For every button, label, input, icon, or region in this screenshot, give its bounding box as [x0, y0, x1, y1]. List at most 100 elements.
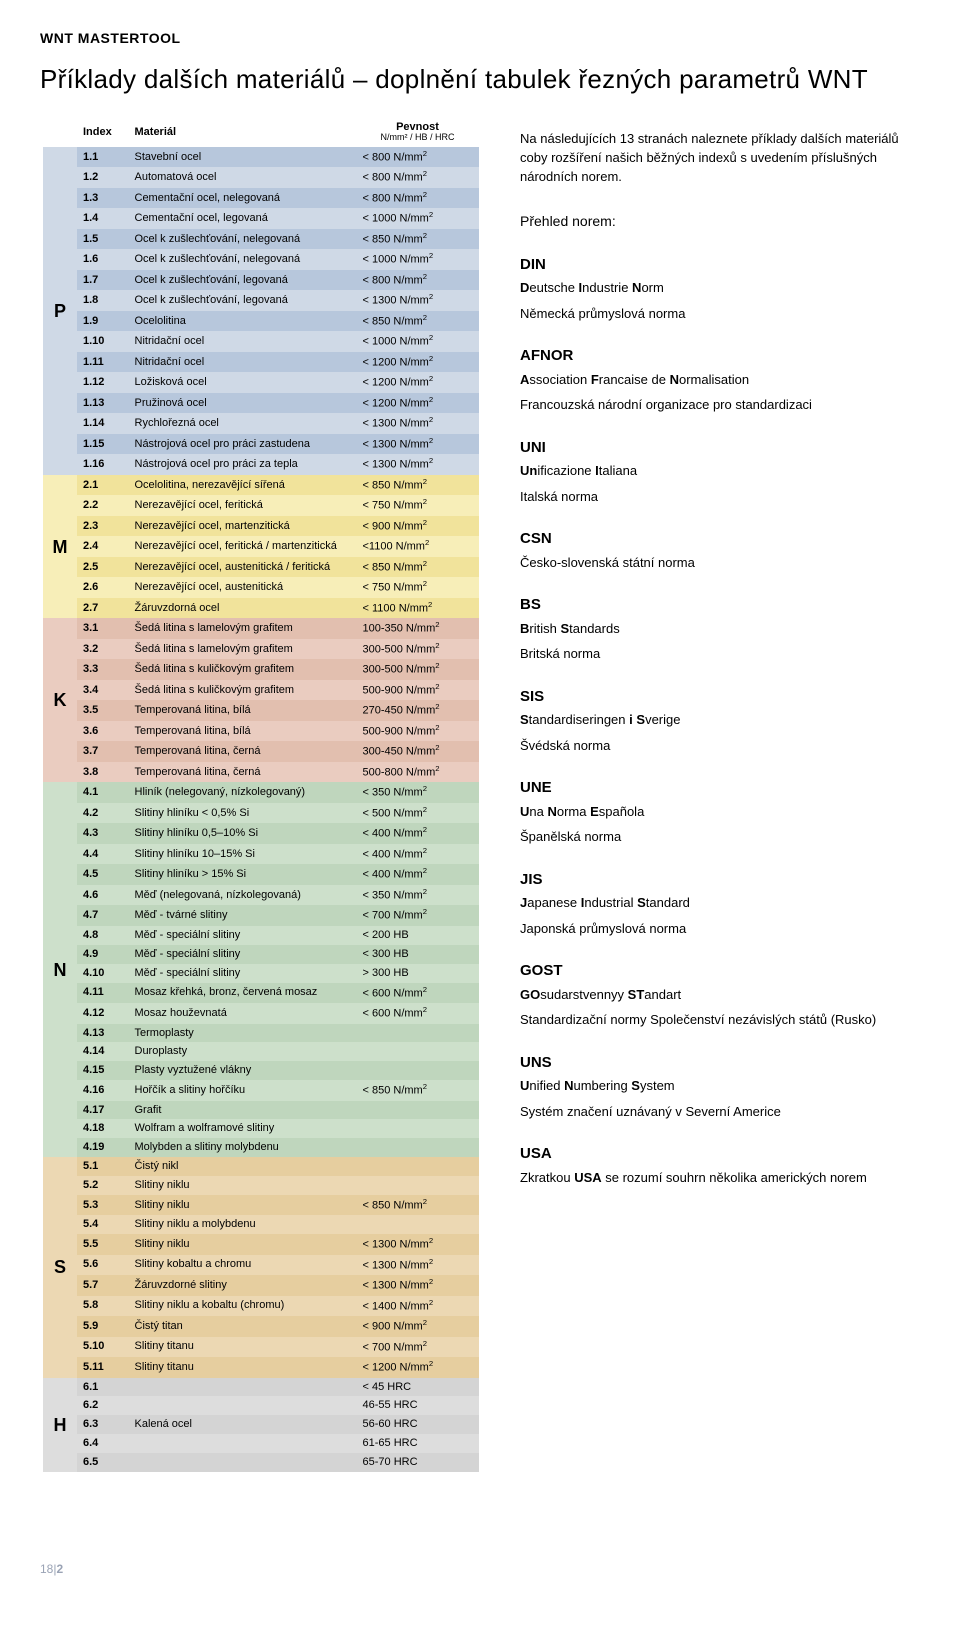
- cell-strength: < 700 N/mm2: [357, 905, 479, 926]
- table-row: 5.7Žáruvzdorné slitiny< 1300 N/mm2: [42, 1275, 479, 1296]
- cell-material: Slitiny niklu a molybdenu: [129, 1215, 357, 1234]
- cell-material: Šedá litina s kuličkovým grafitem: [129, 680, 357, 701]
- page-footer: 18|2: [40, 1562, 920, 1576]
- cell-strength: < 1300 N/mm2: [357, 1255, 479, 1276]
- cell-material: Temperovaná litina, bílá: [129, 700, 357, 721]
- table-row: S5.1Čistý nikl: [42, 1157, 479, 1176]
- norm-full: Japanese Industrial Standard: [520, 893, 920, 913]
- cell-index: 1.7: [77, 270, 129, 291]
- cell-index: 1.6: [77, 249, 129, 270]
- table-row: 6.4 61-65 HRC: [42, 1434, 479, 1453]
- cell-index: 3.4: [77, 680, 129, 701]
- category-cell: M: [42, 475, 78, 619]
- cell-index: 5.9: [77, 1316, 129, 1337]
- table-row: 1.10Nitridační ocel< 1000 N/mm2: [42, 331, 479, 352]
- cell-strength: 500-800 N/mm2: [357, 762, 479, 783]
- cell-index: 4.7: [77, 905, 129, 926]
- norm-desc: Česko-slovenská státní norma: [520, 553, 920, 573]
- norm-desc: Japonská průmyslová norma: [520, 919, 920, 939]
- norm-full: Unified Numbering System: [520, 1076, 920, 1096]
- table-row: 2.7Žáruvzdorná ocel< 1100 N/mm2: [42, 598, 479, 619]
- table-row: 1.12Ložisková ocel< 1200 N/mm2: [42, 372, 479, 393]
- cell-strength: 61-65 HRC: [357, 1434, 479, 1453]
- cell-index: 5.1: [77, 1157, 129, 1176]
- table-row: 5.11Slitiny titanu< 1200 N/mm2: [42, 1357, 479, 1378]
- cell-strength: < 1000 N/mm2: [357, 249, 479, 270]
- norm-full: Unificazione Italiana: [520, 461, 920, 481]
- norm-desc: Italská norma: [520, 487, 920, 507]
- cell-index: 1.14: [77, 413, 129, 434]
- norm-desc: Švédská norma: [520, 736, 920, 756]
- cell-index: 1.16: [77, 454, 129, 475]
- table-row: 1.4Cementační ocel, legovaná< 1000 N/mm2: [42, 208, 479, 229]
- norm-desc: Německá průmyslová norma: [520, 304, 920, 324]
- cell-material: [129, 1396, 357, 1415]
- table-row: 1.9Ocelolitina< 850 N/mm2: [42, 311, 479, 332]
- cell-material: Ocelolitina, nerezavějící sířená: [129, 475, 357, 496]
- norm-code: AFNOR: [520, 345, 920, 368]
- table-row: 2.2Nerezavějící ocel, feritická< 750 N/m…: [42, 495, 479, 516]
- category-cell: N: [42, 782, 78, 1157]
- overview-title: Přehled norem:: [520, 211, 920, 232]
- cell-material: Ložisková ocel: [129, 372, 357, 393]
- cell-strength: < 45 HRC: [357, 1378, 479, 1397]
- table-row: P1.1Stavební ocel< 800 N/mm2: [42, 147, 479, 168]
- table-row: 5.9Čistý titan< 900 N/mm2: [42, 1316, 479, 1337]
- cell-material: Ocel k zušlechťování, legovaná: [129, 290, 357, 311]
- cell-strength: [357, 1061, 479, 1080]
- cell-strength: < 500 N/mm2: [357, 803, 479, 824]
- cell-strength: < 1300 N/mm2: [357, 1275, 479, 1296]
- cell-material: Slitiny hliníku 0,5–10% Si: [129, 823, 357, 844]
- cell-strength: [357, 1138, 479, 1157]
- cell-strength: < 900 N/mm2: [357, 1316, 479, 1337]
- cell-index: 4.3: [77, 823, 129, 844]
- table-row: 4.13Termoplasty: [42, 1024, 479, 1043]
- cell-material: Stavební ocel: [129, 147, 357, 168]
- cell-index: 5.7: [77, 1275, 129, 1296]
- cell-strength: 56-60 HRC: [357, 1415, 479, 1434]
- cell-index: 5.4: [77, 1215, 129, 1234]
- cell-strength: < 850 N/mm2: [357, 475, 479, 496]
- cell-material: Šedá litina s lamelovým grafitem: [129, 639, 357, 660]
- cell-index: 1.4: [77, 208, 129, 229]
- cell-strength: < 1000 N/mm2: [357, 331, 479, 352]
- table-row: 1.8Ocel k zušlechťování, legovaná< 1300 …: [42, 290, 479, 311]
- norm-code: UNI: [520, 437, 920, 460]
- cell-strength: [357, 1176, 479, 1195]
- footer-chapter: 2: [56, 1562, 63, 1576]
- cell-material: Slitiny niklu: [129, 1176, 357, 1195]
- cell-material: Nástrojová ocel pro práci za tepla: [129, 454, 357, 475]
- norm-desc: Systém značení uznávaný v Severní Americ…: [520, 1102, 920, 1122]
- cell-material: Měď - tvárné slitiny: [129, 905, 357, 926]
- cell-index: 3.3: [77, 659, 129, 680]
- table-row: 5.2Slitiny niklu: [42, 1176, 479, 1195]
- table-row: 6.565-70 HRC: [42, 1453, 479, 1472]
- cell-index: 4.2: [77, 803, 129, 824]
- cell-material: Cementační ocel, nelegovaná: [129, 188, 357, 209]
- norm-code: BS: [520, 594, 920, 617]
- norm-code: USA: [520, 1143, 920, 1166]
- norm-full: GOsudarstvennyy STandart: [520, 985, 920, 1005]
- cell-index: 4.13: [77, 1024, 129, 1043]
- cell-index: 6.5: [77, 1453, 129, 1472]
- cell-index: 4.14: [77, 1042, 129, 1061]
- cell-material: Mosaz křehká, bronz, červená mosaz: [129, 983, 357, 1004]
- norm-full: Association Francaise de Normalisation: [520, 370, 920, 390]
- cell-index: 6.4: [77, 1434, 129, 1453]
- table-row: 4.16Hořčík a slitiny hořčíku< 850 N/mm2: [42, 1080, 479, 1101]
- table-row: 4.3Slitiny hliníku 0,5–10% Si< 400 N/mm2: [42, 823, 479, 844]
- cell-index: 1.11: [77, 352, 129, 373]
- cell-index: 5.11: [77, 1357, 129, 1378]
- cell-material: Slitiny kobaltu a chromu: [129, 1255, 357, 1276]
- cell-strength: 300-450 N/mm2: [357, 741, 479, 762]
- cell-index: 2.1: [77, 475, 129, 496]
- cell-material: Měď - speciální slitiny: [129, 964, 357, 983]
- cell-index: 4.6: [77, 885, 129, 906]
- norm-desc: Standardizační normy Společenství nezávi…: [520, 1010, 920, 1030]
- cell-material: Wolfram a wolframové slitiny: [129, 1119, 357, 1138]
- cell-material: Automatová ocel: [129, 167, 357, 188]
- norm-desc: Britská norma: [520, 644, 920, 664]
- col-pevnost-sub: N/mm² / HB / HRC: [363, 133, 473, 143]
- cell-material: Plasty vyztužené vlákny: [129, 1061, 357, 1080]
- norm-code: JIS: [520, 869, 920, 892]
